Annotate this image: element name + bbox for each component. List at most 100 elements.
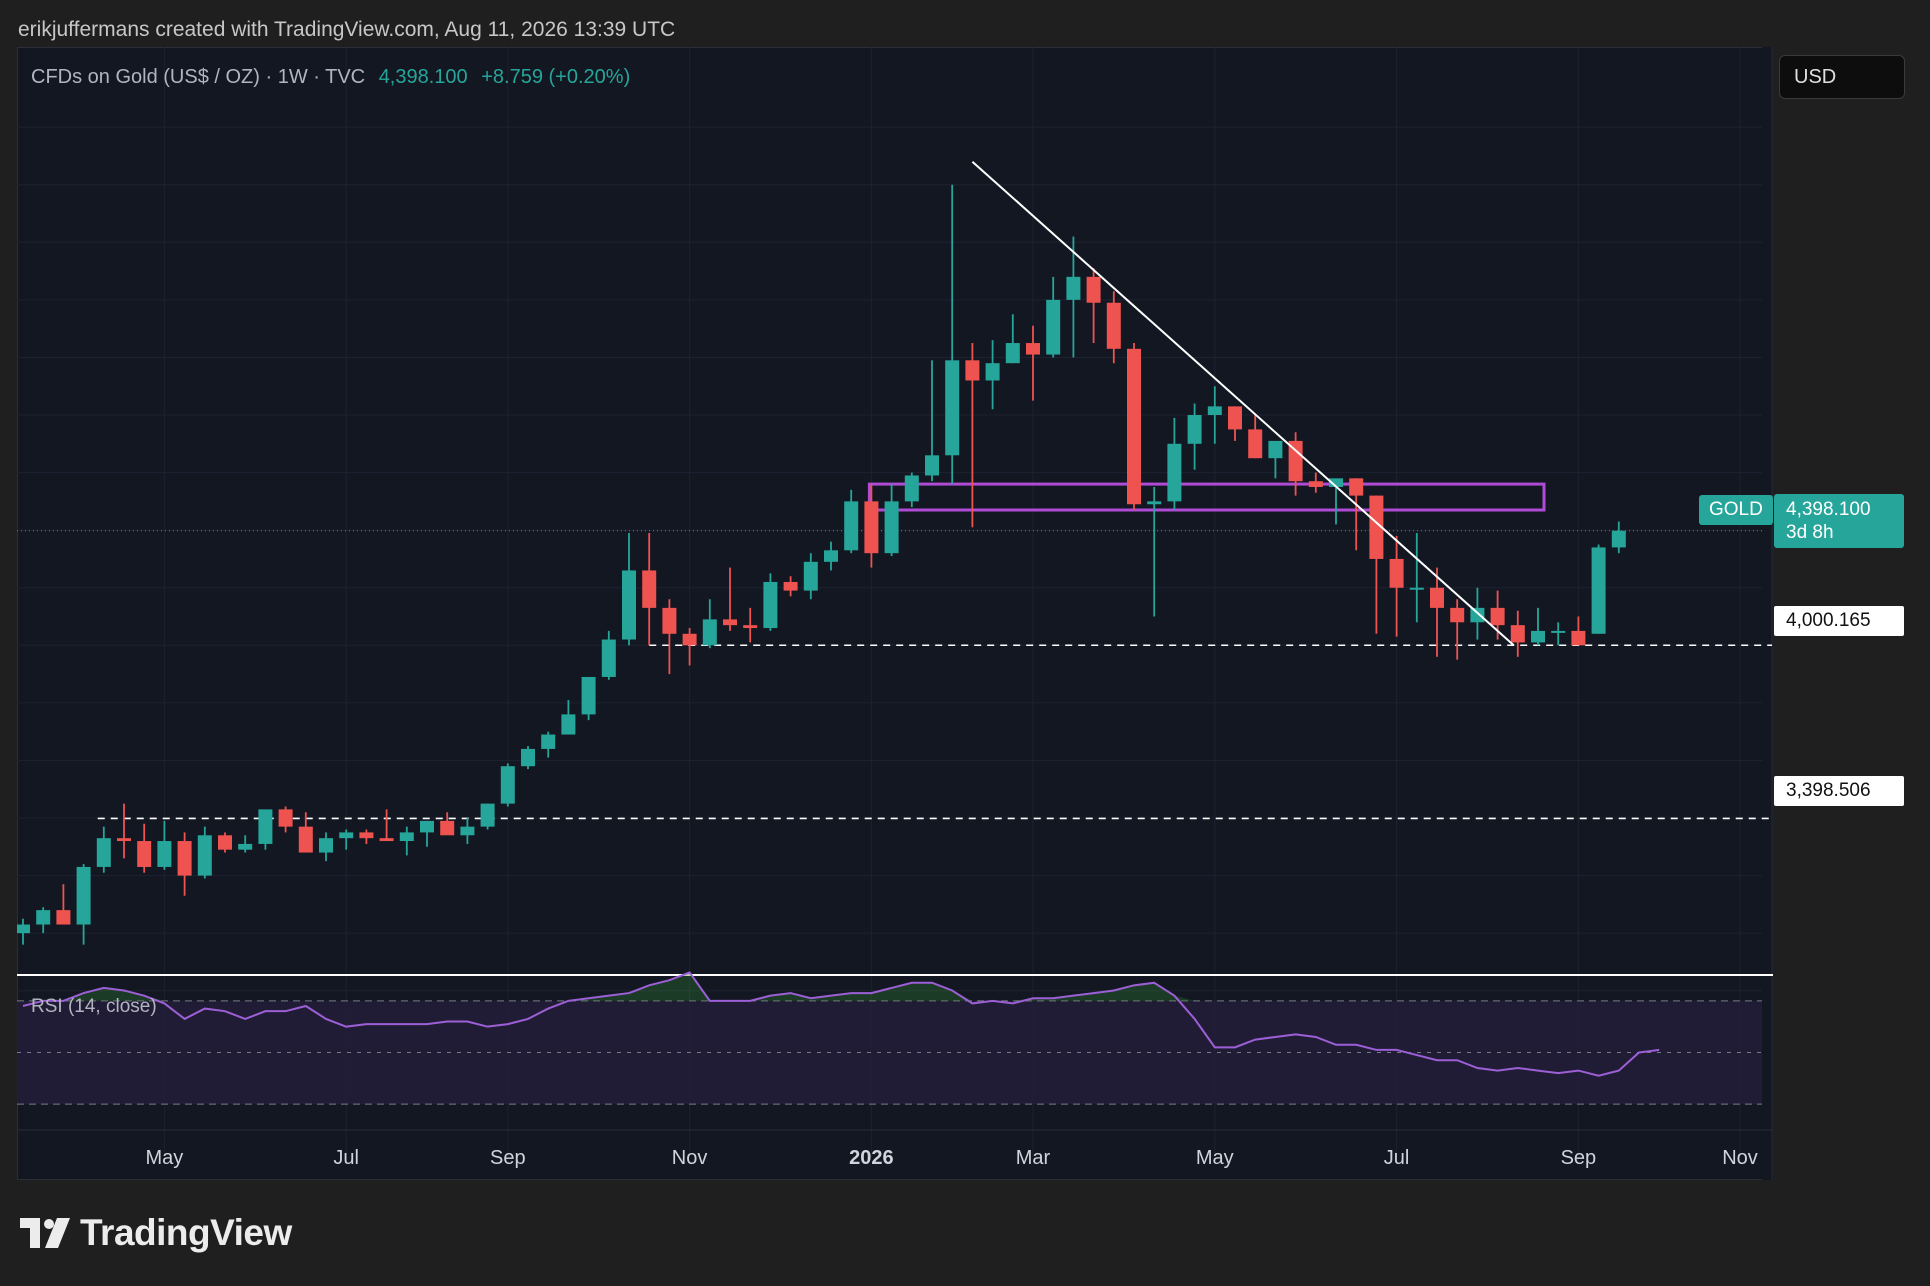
candle-up (1409, 587, 1424, 590)
candle-down (298, 826, 313, 853)
candle-up (1046, 299, 1061, 355)
candle-up (1329, 478, 1343, 487)
price-axis-area (1762, 47, 1773, 1180)
candle-up (1167, 443, 1182, 502)
candle-down (56, 910, 71, 925)
candle-up (197, 835, 212, 876)
candle-down (1248, 429, 1263, 459)
symbol-legend[interactable]: CFDs on Gold (US$ / OZ) · 1W · TVC 4,398… (31, 66, 630, 89)
time-tick-label: Sep (490, 1147, 526, 1169)
time-tick-label: May (1196, 1147, 1234, 1169)
attribution-text: erikjuffermans created with TradingView.… (18, 18, 676, 41)
candle-up (399, 832, 414, 842)
candle-up (541, 734, 556, 749)
candle-down (1127, 348, 1141, 505)
time-tick-label: Jul (1384, 1147, 1410, 1169)
candle-up (803, 561, 818, 591)
rsi-overbought-fill (63, 972, 1195, 1001)
candle-up (1591, 547, 1606, 634)
candle-up (480, 803, 495, 827)
candle-down (1490, 607, 1505, 626)
candle-up (1207, 406, 1222, 416)
symbol-name[interactable]: CFDs on Gold (US$ / OZ) · 1W · TVC (31, 66, 366, 88)
candle-down (278, 809, 293, 827)
time-tick-label: Nov (1722, 1147, 1758, 1169)
candle-up (702, 619, 717, 646)
candle-down (1288, 440, 1303, 482)
candle-down (743, 625, 758, 629)
candle-down (117, 838, 131, 842)
candle-down (440, 820, 455, 836)
candle-up (339, 832, 354, 839)
candle-down (723, 619, 737, 626)
candle-down (864, 501, 879, 554)
tradingview-logo-icon (20, 1218, 70, 1248)
candle-up (561, 714, 576, 735)
candle-up (1531, 630, 1545, 643)
rsi-legend[interactable]: RSI (14, close) (31, 996, 157, 1017)
candle-up (985, 363, 1000, 381)
candle-down (1349, 478, 1364, 496)
downtrend-line (971, 160, 1515, 647)
candle-down (177, 841, 192, 876)
candle-down (1571, 630, 1586, 646)
candle-up (1611, 530, 1626, 548)
support-low-tag: 3,398.506 (1774, 776, 1904, 806)
candle-up (884, 501, 899, 554)
time-tick-label: May (146, 1147, 184, 1169)
symbol-price-tag: GOLD (1699, 495, 1773, 525)
candle-up (319, 838, 333, 853)
candle-down (218, 835, 232, 850)
candle-up (1268, 440, 1283, 459)
candle-up (238, 843, 253, 850)
tradingview-logo[interactable]: TradingView (20, 1212, 292, 1254)
bar-countdown: 3d 8h (1786, 522, 1834, 543)
candle-down (1450, 607, 1465, 623)
legend-change: +8.759 (+0.20%) (481, 66, 631, 88)
candle-up (1187, 415, 1202, 444)
candle-up (844, 501, 859, 551)
candle-down (1389, 558, 1404, 588)
candle-up (96, 838, 111, 867)
candle-up (1147, 501, 1162, 505)
candle-down (1228, 406, 1242, 430)
candle-up (1066, 276, 1081, 300)
candle-down (1510, 625, 1525, 643)
candle-down (379, 838, 394, 842)
time-tick-label: 2026 (849, 1147, 894, 1169)
currency-button[interactable]: USD (1779, 55, 1905, 99)
candle-up (1005, 343, 1020, 364)
candle-up (824, 550, 838, 562)
candle-up (601, 639, 616, 677)
candle-up (925, 455, 939, 476)
candle-up (1470, 607, 1485, 623)
support-high-tag: 4,000.165 (1774, 606, 1904, 636)
candle-up (500, 766, 515, 804)
candle-down (682, 633, 697, 646)
candle-up (420, 820, 434, 833)
resistance-zone-box (867, 482, 1546, 512)
rsi-line (22, 971, 1660, 1077)
candle-up (36, 910, 51, 925)
candle-down (1106, 302, 1121, 349)
candle-down (783, 581, 798, 591)
time-tick-label: Jul (333, 1147, 359, 1169)
last-price-value: 4,398.100 (1786, 499, 1871, 520)
candle-up (763, 581, 778, 629)
time-tick-label: Sep (1561, 1147, 1597, 1169)
price-chart[interactable]: 5,800.0005,600.0005,400.0005,200.0005,00… (17, 47, 1773, 1180)
tradingview-logo-text: TradingView (80, 1212, 292, 1253)
candle-down (137, 841, 152, 867)
candle-up (258, 809, 273, 844)
candle-down (1086, 276, 1101, 303)
legend-price: 4,398.100 (378, 66, 468, 88)
candle-down (359, 832, 374, 839)
candle-down (662, 607, 677, 634)
last-price-tag: 4,398.100 3d 8h (1774, 494, 1904, 548)
candle-down (642, 570, 657, 608)
candle-up (622, 570, 636, 640)
candle-up (581, 676, 596, 715)
candle-down (1026, 343, 1040, 355)
candle-up (460, 826, 475, 836)
candle-up (76, 866, 91, 925)
